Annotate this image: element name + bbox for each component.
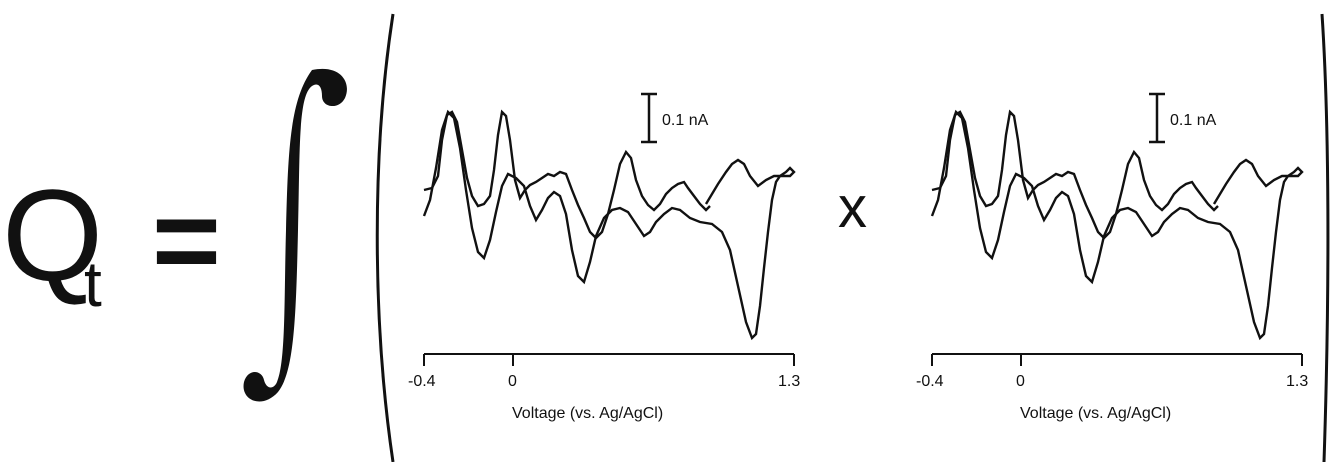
scale-bar-right xyxy=(1149,92,1165,144)
x-axis-title-left: Voltage (vs. Ag/AgCl) xyxy=(512,405,663,422)
multiplication-sign: x xyxy=(838,175,867,240)
trace-reverse-left xyxy=(422,109,796,341)
charge-symbol: Q xyxy=(2,162,103,308)
x-axis-left xyxy=(423,353,795,366)
x-tick-label: 1.3 xyxy=(1286,373,1308,390)
trace-forward-right xyxy=(931,109,1219,240)
x-tick-label: 0 xyxy=(508,373,517,390)
trace-forward-left xyxy=(423,109,711,240)
scale-bar-label-right: 0.1 nA xyxy=(1170,112,1217,129)
x-tick-label: 1.3 xyxy=(778,373,800,390)
x-tick-label: 0 xyxy=(1016,373,1025,390)
voltammogram-right: 0.1 nA -0.4 0 1.3 Voltage (vs. Ag/AgCl) xyxy=(916,92,1308,422)
x-axis-title-right: Voltage (vs. Ag/AgCl) xyxy=(1020,405,1171,422)
x-axis-right xyxy=(931,353,1303,366)
x-tick-label: -0.4 xyxy=(408,373,436,390)
integral-icon xyxy=(243,68,347,402)
right-parenthesis xyxy=(1320,13,1330,462)
charge-subscript: t xyxy=(84,248,102,320)
scale-bar-left xyxy=(641,92,657,144)
trace-reverse-right xyxy=(930,109,1304,341)
scale-bar-label-left: 0.1 nA xyxy=(662,112,709,129)
voltammogram-left: 0.1 nA -0.4 0 1.3 Voltage (vs. Ag/AgCl) xyxy=(408,92,800,422)
equals-sign: = xyxy=(152,175,221,307)
x-tick-label: -0.4 xyxy=(916,373,944,390)
left-parenthesis xyxy=(375,13,395,462)
